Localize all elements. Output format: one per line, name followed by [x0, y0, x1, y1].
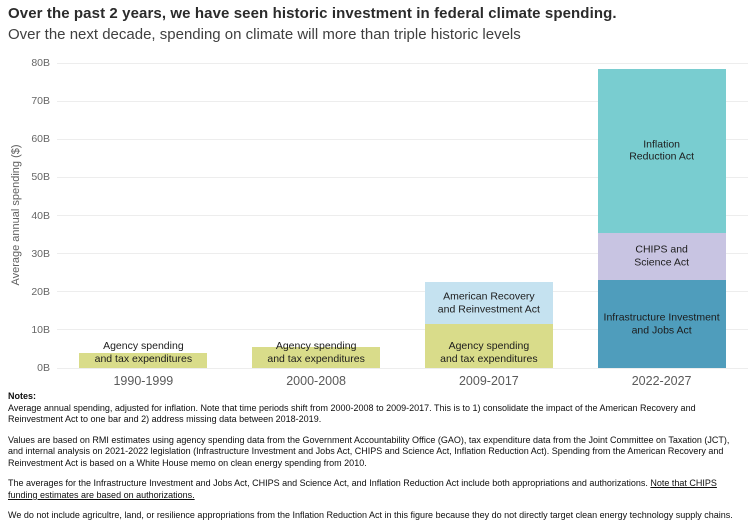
y-axis-tick-label: 80B [31, 57, 50, 69]
notes-section: Notes: Average annual spending, adjusted… [8, 391, 740, 531]
bar-segment [597, 280, 726, 368]
y-axis-tick-label: 0B [37, 362, 50, 374]
x-axis-category-label: 2000-2008 [286, 374, 347, 388]
gridline [57, 100, 748, 102]
gridline [57, 291, 748, 293]
x-axis-category-label: 2022-2027 [631, 374, 692, 388]
y-axis-tick-label: 40B [31, 209, 50, 222]
bar-segment-label: Agency spending and tax expenditures [94, 340, 193, 365]
gridline [57, 176, 748, 178]
y-axis-tick-label: 10B [31, 323, 50, 336]
notes-paragraph-3: The averages for the Infrastructure Inve… [8, 478, 740, 501]
bar-segment [597, 68, 726, 233]
bar-segment [424, 324, 553, 368]
x-axis-category-label: 1990-1999 [113, 374, 174, 388]
gridline [57, 367, 748, 369]
gridline [57, 138, 748, 140]
notes-paragraph-3-text: The averages for the Infrastructure Inve… [8, 478, 651, 489]
y-axis-tick-label: 50B [31, 171, 50, 184]
gridline [57, 62, 748, 64]
notes-paragraph-2: Values are based on RMI estimates using … [8, 434, 730, 468]
y-axis-tick-label: 70B [31, 95, 50, 108]
notes-paragraph-4: We do not include agricultre, land, or r… [8, 510, 733, 521]
bar-segment-label: Agency spending and tax expenditures [267, 340, 365, 365]
chart-title: Over the past 2 years, we have seen hist… [8, 5, 617, 22]
notes-paragraph-3-underlined: Note that CHIPS funding estimates are ba… [8, 478, 717, 500]
bar-segment-label: CHIPS and Science Act [634, 244, 690, 269]
x-axis-category-label: 2009-2017 [458, 374, 519, 388]
chart-plot-area: Average annual spending ($) 0B 10B 20B 30B 4… [10, 57, 748, 388]
notes-paragraph-1: Average annual spending, adjusted for in… [8, 402, 696, 425]
gridline [57, 329, 748, 331]
bar-segment-label: Agency spending and tax expenditures [440, 340, 538, 365]
bar-segment [597, 232, 726, 281]
y-axis-tick-label: 60B [31, 133, 50, 146]
bar-segment [424, 282, 553, 325]
bar-segment-label: American Recovery and Reinvestment Act [437, 290, 540, 316]
bar-segment-label: Infrastructure Investment and Jobs Act [603, 311, 720, 337]
bar-segment [252, 347, 381, 368]
y-axis-tick-label: 20B [31, 285, 50, 298]
chart-subtitle: Over the next decade, spending on climat… [8, 26, 521, 43]
y-axis-tick-label: 30B [31, 247, 50, 260]
bar-segment [79, 352, 208, 368]
gridline [57, 215, 748, 216]
gridline [57, 253, 748, 255]
bar-segment-label: Inflation Reduction Act [629, 138, 695, 163]
notes-heading: Notes: [8, 391, 37, 401]
